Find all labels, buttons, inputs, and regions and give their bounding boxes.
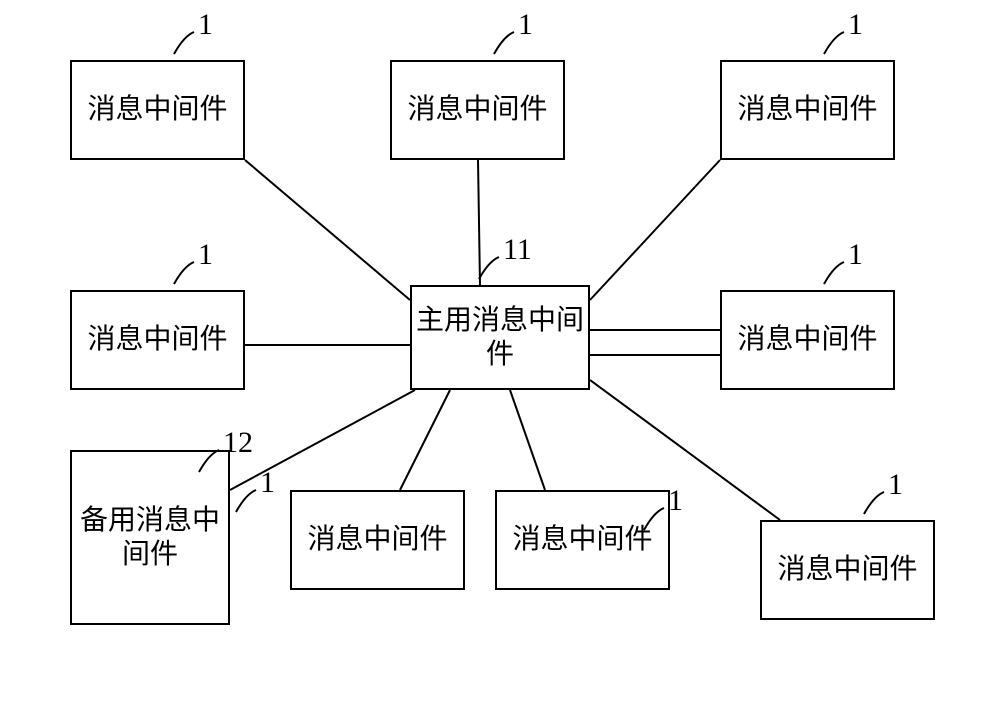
diagram-canvas: 主用消息中间件11消息中间件1消息中间件1消息中间件1消息中间件1消息中间件1备…: [0, 0, 1000, 704]
node-text: 消息中间件: [777, 553, 917, 587]
callout-tick-icon: [170, 254, 210, 294]
node-n_tr: 消息中间件: [720, 60, 895, 160]
node-text: 消息中间件: [87, 323, 227, 357]
callout-tick-icon: [820, 254, 860, 294]
callout-tick-icon: [475, 249, 515, 289]
callout-tick-icon: [195, 442, 235, 482]
node-n_tl: 消息中间件: [70, 60, 245, 160]
node-n_b1: 消息中间件: [290, 490, 465, 590]
node-text: 消息中间件: [737, 323, 877, 357]
node-text: 消息中间件: [407, 93, 547, 127]
callout-tick-icon: [820, 24, 860, 64]
node-n_ml: 消息中间件: [70, 290, 245, 390]
node-text: 消息中间件: [87, 93, 227, 127]
node-n_mr: 消息中间件: [720, 290, 895, 390]
callout-tick-icon: [490, 24, 530, 64]
callout-tick-icon: [860, 484, 900, 524]
callout-tick-icon: [170, 24, 210, 64]
node-center: 主用消息中间件: [410, 285, 590, 390]
edge: [510, 390, 545, 490]
node-n_tc: 消息中间件: [390, 60, 565, 160]
edge: [245, 160, 410, 300]
edge: [230, 390, 415, 490]
edge: [400, 390, 450, 490]
node-text: 消息中间件: [737, 93, 877, 127]
node-text: 备用消息中间件: [76, 504, 224, 571]
callout-tick-icon: [640, 500, 680, 540]
node-n_br: 消息中间件: [760, 520, 935, 620]
node-text: 消息中间件: [512, 523, 652, 557]
node-text: 消息中间件: [307, 523, 447, 557]
callout-tick-icon: [232, 482, 272, 522]
node-text: 主用消息中间件: [416, 304, 584, 371]
edge: [590, 160, 720, 300]
